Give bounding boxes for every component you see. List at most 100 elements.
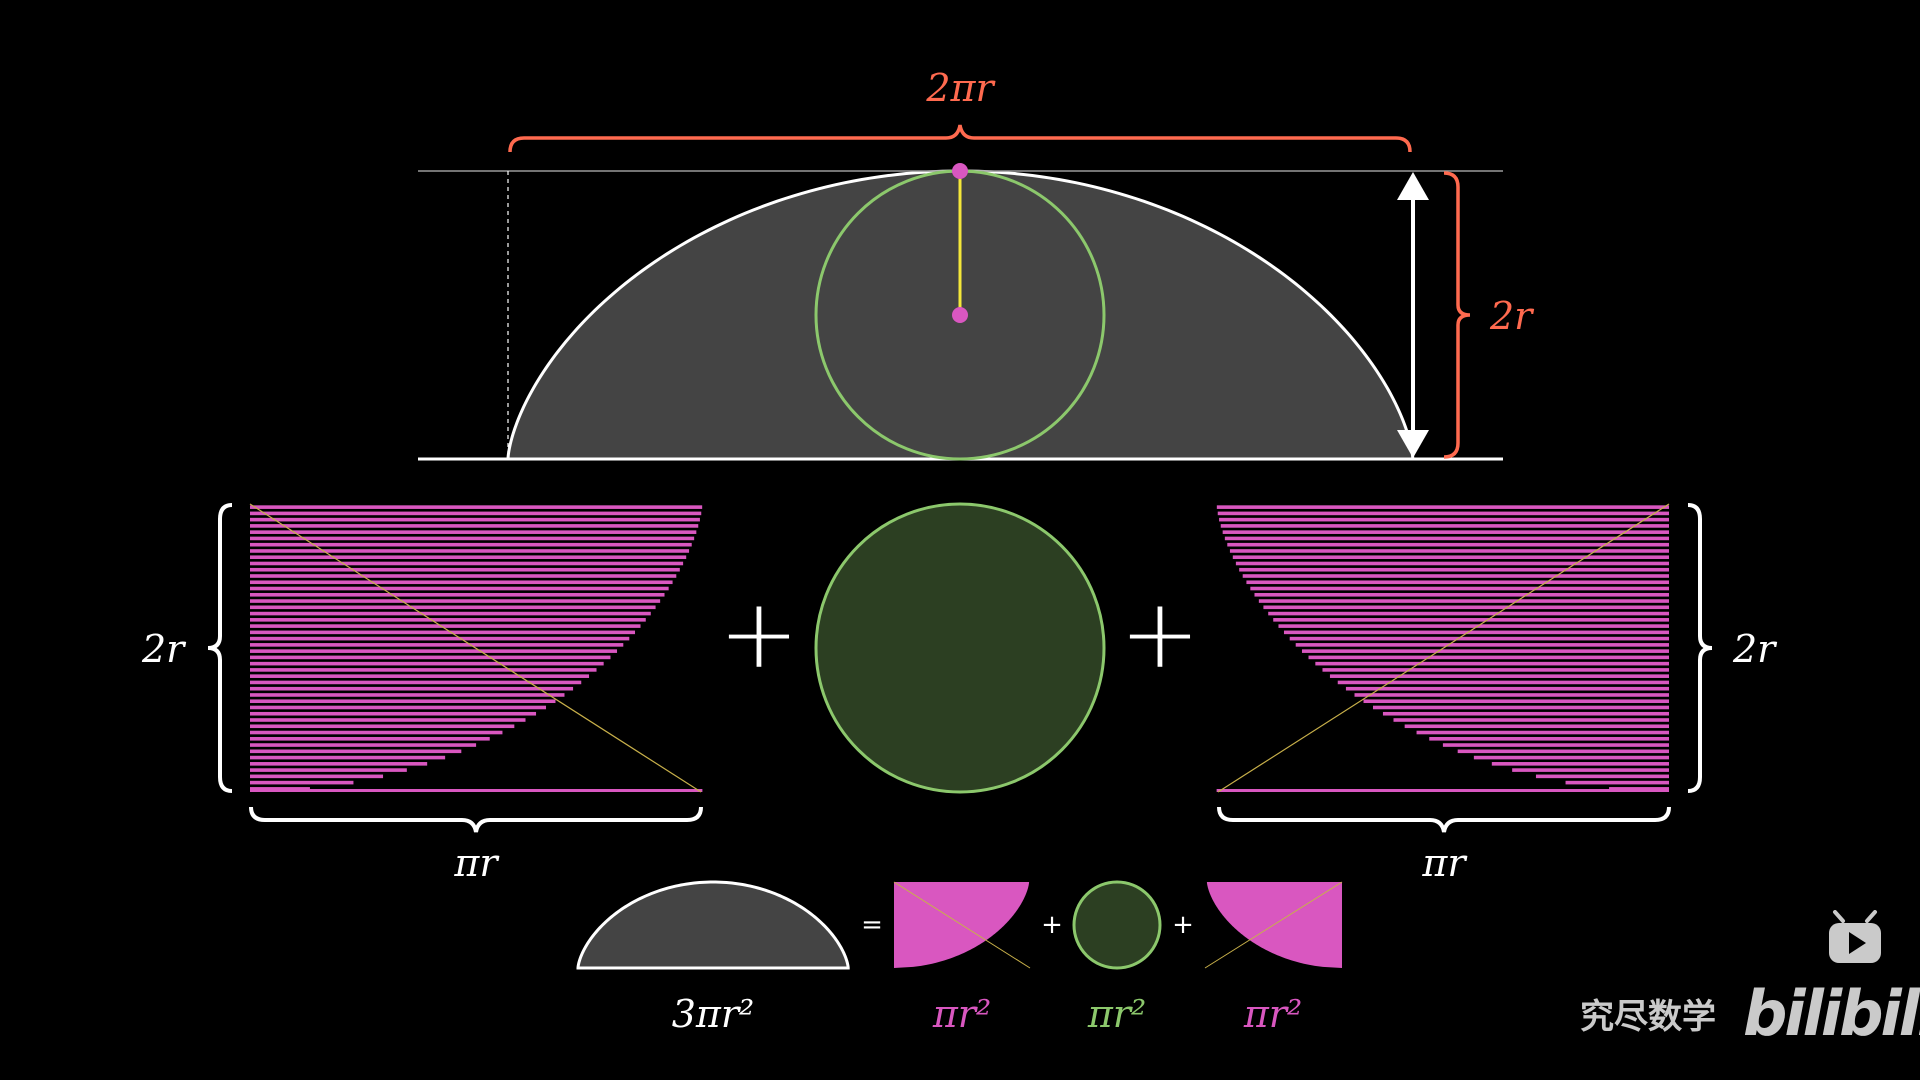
- stripe-bar: [1250, 586, 1669, 591]
- bilibili-logo: bilibili: [1743, 977, 1920, 1050]
- stripe-bar: [250, 787, 310, 791]
- stripe-bar: [250, 718, 526, 722]
- height-arrow-head-down: [1397, 430, 1429, 458]
- stripe-bar: [250, 668, 597, 672]
- stripe-bar: [1217, 511, 1669, 516]
- stripe-bar: [1372, 705, 1669, 710]
- stripe-bar: [250, 605, 656, 610]
- stripe-bar: [1258, 599, 1669, 603]
- stripe-bar: [250, 580, 673, 585]
- small-plus-2: +: [1172, 910, 1194, 940]
- stripe-bar: [1235, 561, 1669, 566]
- stripe-bar: [1246, 580, 1669, 585]
- stripe-bar: [1216, 505, 1669, 509]
- right-region-figure: 2r πr: [1216, 503, 1778, 885]
- stripe-bar: [250, 693, 565, 697]
- small-right-diagonal: [1204, 881, 1343, 969]
- stripe-bar: [250, 755, 446, 760]
- stripe-bar: [1457, 749, 1669, 754]
- stripe-bar: [250, 680, 582, 685]
- stripe-bar: [250, 711, 537, 716]
- stripe-bar: [250, 505, 703, 509]
- stripe-bar: [250, 611, 651, 616]
- stripe-bar: [1315, 661, 1669, 666]
- small-circle: [1072, 880, 1162, 970]
- stripe-bar: [250, 511, 702, 516]
- left-height-brace: [207, 503, 233, 793]
- stripe-bar: [1232, 555, 1669, 560]
- top-width-brace: [508, 124, 1412, 153]
- small-left-diagonal: [893, 881, 1031, 969]
- stripe-bar: [1473, 755, 1669, 760]
- left-height-label: 2r: [141, 627, 187, 671]
- stripe-base: [1216, 789, 1669, 792]
- stripe-bar: [250, 574, 677, 578]
- stripe-bar: [250, 549, 690, 553]
- stripe-bar: [1222, 530, 1669, 534]
- stripe-bar: [1491, 762, 1669, 766]
- stripe-bar: [1308, 655, 1669, 660]
- stripe-bar: [1268, 611, 1669, 616]
- stripe-bar: [1229, 549, 1669, 553]
- top-width-label: 2πr: [925, 66, 996, 110]
- stripe-bar: [1263, 605, 1669, 610]
- top-height-brace: [1443, 171, 1471, 459]
- stripe-bar: [250, 561, 684, 566]
- stripe-bar: [1354, 693, 1669, 697]
- small-plus-1: +: [1041, 910, 1063, 940]
- stripe-bar: [250, 624, 641, 628]
- stripe-bar: [250, 780, 354, 785]
- stripe-bar: [250, 686, 574, 691]
- stripe-bar: [1242, 574, 1669, 578]
- stripe-bar: [1512, 768, 1669, 772]
- stripe-bar: [1382, 711, 1669, 716]
- stripe-bar: [1301, 649, 1669, 653]
- stripe-bar: [250, 724, 515, 729]
- middle-plus-right: +: [1120, 578, 1200, 690]
- stripe-bar: [1329, 674, 1669, 678]
- stripe-base: [250, 789, 703, 792]
- stripe-bar: [1337, 680, 1669, 685]
- stripe-bar: [1363, 699, 1669, 704]
- stripe-bar: [1224, 536, 1669, 541]
- stripe-bar: [1220, 524, 1669, 528]
- right-diagonal: [1217, 503, 1670, 793]
- stripe-bar: [250, 674, 590, 678]
- stripe-bar: [250, 542, 692, 547]
- stripe-bar: [250, 699, 556, 704]
- stripe-bar: [250, 655, 611, 660]
- stripe-bar: [250, 749, 462, 754]
- right-height-label: 2r: [1732, 627, 1778, 671]
- left-diagonal: [249, 503, 702, 793]
- stripe-bar: [1393, 718, 1669, 722]
- area-equation: 3πr² = πr² + πr² + πr²: [576, 880, 1343, 1036]
- stripe-bar: [1219, 517, 1669, 522]
- stripe-bar: [250, 524, 699, 528]
- top-height-label: 2r: [1489, 294, 1535, 338]
- center-point: [952, 307, 968, 323]
- stripe-bar: [1404, 724, 1669, 729]
- stripe-bar: [1254, 592, 1669, 597]
- left-area-label: πr²: [932, 992, 991, 1036]
- stripe-bar: [250, 774, 384, 779]
- stripe-bar: [250, 705, 547, 710]
- top-point: [952, 163, 968, 179]
- equals-sign: =: [861, 910, 883, 940]
- small-cycloid: [576, 880, 850, 970]
- stripe-bar: [1283, 630, 1669, 635]
- stripe-bar: [250, 618, 646, 622]
- left-region-figure: 2r πr: [141, 503, 703, 885]
- middle-circle: [814, 502, 1106, 794]
- stripe-bar: [250, 736, 490, 741]
- stripe-bar: [250, 661, 604, 666]
- stripe-bar: [250, 599, 661, 603]
- stripe-bar: [1278, 624, 1669, 628]
- left-stripe-region: [250, 505, 703, 792]
- stripe-bar: [250, 768, 407, 772]
- right-width-label: πr: [1421, 841, 1468, 885]
- stripe-bar: [1227, 542, 1669, 547]
- stripe-bar: [1239, 567, 1669, 572]
- stripe-bar: [250, 643, 624, 647]
- stripe-bar: [1565, 780, 1669, 785]
